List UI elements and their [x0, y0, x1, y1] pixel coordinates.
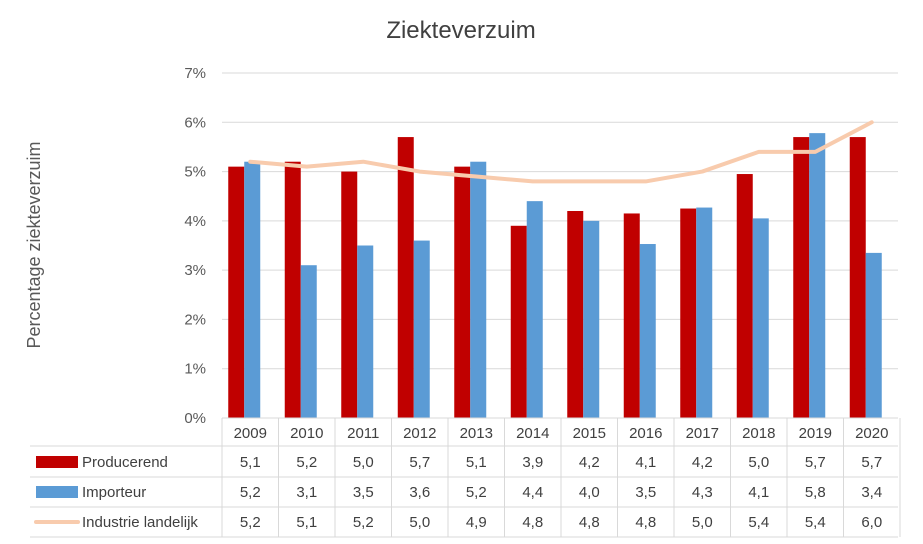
- y-axis-label: Percentage ziekteverzuim: [24, 141, 44, 348]
- x-tick-label: 2015: [573, 425, 606, 442]
- table-cell-value: 4,1: [748, 484, 769, 501]
- bar-importeur: [696, 207, 713, 418]
- table-cell-value: 5,2: [240, 484, 261, 501]
- table-cell-value: 5,7: [805, 454, 826, 471]
- bar-importeur: [752, 218, 769, 418]
- x-tick-label: 2013: [460, 425, 493, 442]
- x-tick-label: 2010: [290, 425, 323, 442]
- bar-producerend: [341, 171, 358, 418]
- x-tick-label: 2009: [234, 425, 267, 442]
- table-cell-value: 5,1: [466, 454, 487, 471]
- table-cell-value: 5,0: [353, 454, 374, 471]
- table-cell-value: 5,1: [240, 454, 261, 471]
- legend-label: Producerend: [82, 454, 168, 471]
- table-cell-value: 4,1: [635, 454, 656, 471]
- y-tick-label: 5%: [184, 164, 206, 181]
- table-cell-value: 4,4: [522, 484, 543, 501]
- table-cell-value: 6,0: [861, 514, 882, 531]
- table-cell-value: 3,1: [296, 484, 317, 501]
- table-cell-value: 5,8: [805, 484, 826, 501]
- bar-producerend: [736, 174, 753, 418]
- legend-label: Industrie landelijk: [82, 514, 198, 531]
- bar-importeur: [639, 244, 656, 418]
- bar-importeur: [809, 133, 826, 418]
- bar-importeur: [865, 252, 882, 418]
- bar-importeur: [526, 201, 543, 418]
- bar-importeur: [244, 161, 261, 418]
- table-cell-value: 3,5: [635, 484, 656, 501]
- table-cell-value: 5,2: [240, 514, 261, 531]
- y-tick-label: 0%: [184, 410, 206, 427]
- table-cell-value: 4,8: [522, 514, 543, 531]
- table-cell-value: 5,1: [296, 514, 317, 531]
- bar-producerend: [284, 161, 301, 418]
- table-cell-value: 5,2: [353, 514, 374, 531]
- table-cell-value: 5,4: [805, 514, 826, 531]
- table-cell-value: 4,2: [692, 454, 713, 471]
- y-tick-label: 1%: [184, 361, 206, 378]
- y-tick-label: 2%: [184, 311, 206, 328]
- bar-producerend: [567, 211, 584, 418]
- table-cell-value: 4,3: [692, 484, 713, 501]
- table-cell-value: 5,0: [692, 514, 713, 531]
- table-cell-value: 5,2: [296, 454, 317, 471]
- bar-producerend: [849, 137, 866, 419]
- legend-label: Importeur: [82, 484, 146, 501]
- x-tick-label: 2018: [742, 425, 775, 442]
- bar-producerend: [623, 213, 640, 418]
- legend-swatch: [36, 456, 78, 468]
- y-tick-label: 4%: [184, 213, 206, 230]
- y-tick-label: 7%: [184, 65, 206, 82]
- bar-producerend: [510, 225, 527, 418]
- x-tick-label: 2020: [855, 425, 888, 442]
- y-tick-label: 6%: [184, 114, 206, 131]
- x-tick-label: 2019: [799, 425, 832, 442]
- bar-producerend: [454, 166, 471, 418]
- table-cell-value: 5,2: [466, 484, 487, 501]
- table-cell-value: 4,8: [635, 514, 656, 531]
- bar-producerend: [680, 208, 697, 418]
- trend-line: [248, 120, 874, 184]
- table-cell-value: 5,0: [748, 454, 769, 471]
- table-cell-value: 3,5: [353, 484, 374, 501]
- gridlines: [222, 72, 898, 370]
- x-tick-label: 2016: [629, 425, 662, 442]
- bar-importeur: [357, 245, 374, 418]
- line-industrie-landelijk: [248, 120, 874, 184]
- x-tick-label: 2011: [347, 425, 379, 442]
- table-cell-value: 4,0: [579, 484, 600, 501]
- bars: [228, 133, 882, 419]
- table-cell-value: 3,9: [522, 454, 543, 471]
- chart-title: Ziekteverzuim: [386, 17, 535, 44]
- table-cell-value: 5,0: [409, 514, 430, 531]
- x-tick-label: 2012: [403, 425, 436, 442]
- table-cell-value: 5,4: [748, 514, 769, 531]
- bar-importeur: [470, 161, 487, 418]
- bar-producerend: [397, 137, 414, 419]
- bar-importeur: [300, 265, 317, 418]
- x-tick-label: 2014: [516, 425, 549, 442]
- table-cell-value: 4,9: [466, 514, 487, 531]
- data-table: 2009 2010 2011 2012 2013 2014 2015 2016 2017 2018…: [30, 417, 901, 538]
- y-tick-label: 3%: [184, 262, 206, 279]
- table-cell-value: 3,4: [861, 484, 882, 501]
- bar-importeur: [583, 220, 600, 418]
- bar-producerend: [793, 137, 810, 419]
- table-cell-value: 5,7: [409, 454, 430, 471]
- bar-importeur: [413, 240, 430, 418]
- table-cell-value: 4,2: [579, 454, 600, 471]
- bar-producerend: [228, 166, 245, 418]
- y-axis-ticks: 0% 1% 2% 3% 4% 5% 6% 7%: [184, 65, 206, 427]
- table-cell-value: 3,6: [409, 484, 430, 501]
- table-cell-value: 4,8: [579, 514, 600, 531]
- x-tick-label: 2017: [686, 425, 719, 442]
- table-cell-value: 5,7: [861, 454, 882, 471]
- legend-swatch: [36, 486, 78, 498]
